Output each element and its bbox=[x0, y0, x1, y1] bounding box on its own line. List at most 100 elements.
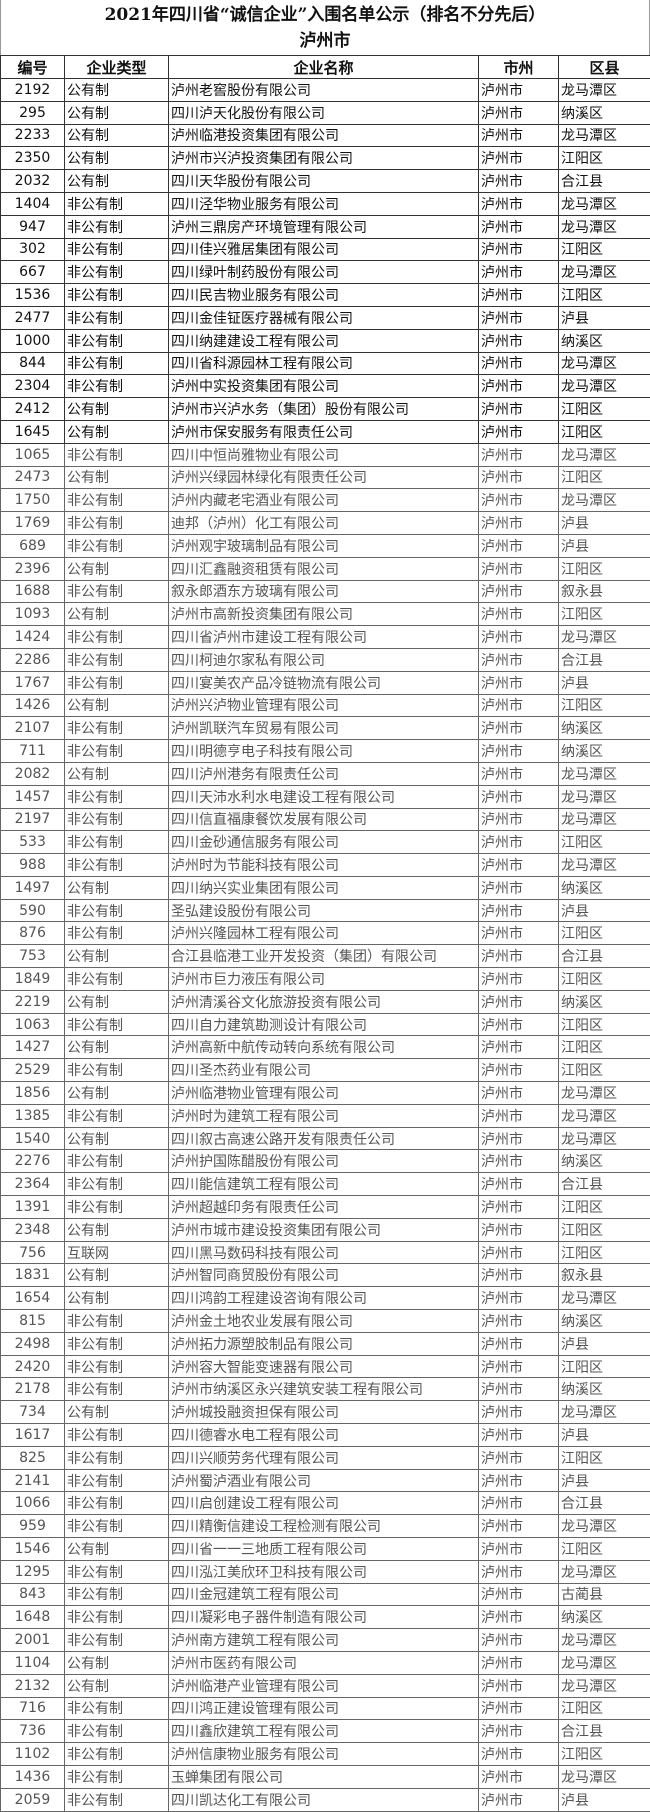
cell-name: 泸州观宇玻璃制品有限公司 bbox=[168, 533, 479, 558]
cell-district: 江阳区 bbox=[558, 602, 650, 627]
table-row: 876 非公有制 泸州兴隆园林工程有限公司 泸州市 江阳区 bbox=[0, 921, 650, 946]
cell-city: 泸州市 bbox=[478, 397, 559, 421]
cell-city: 泸州市 bbox=[478, 1673, 559, 1698]
cell-id: 1831 bbox=[0, 1263, 65, 1288]
page-title: 2021年四川省“诚信企业”入围名单公示（排名不分先后） 泸州市 bbox=[0, 0, 650, 55]
cell-name: 四川纳建建设工程有限公司 bbox=[168, 328, 479, 353]
cell-city: 泸州市 bbox=[478, 647, 559, 672]
cell-district: 纳溪区 bbox=[558, 875, 650, 900]
cell-type: 非公有制 bbox=[64, 670, 169, 695]
cell-district: 龙马潭区 bbox=[558, 442, 650, 467]
cell-name: 四川宴美农产品冷链物流有限公司 bbox=[168, 670, 479, 695]
cell-type: 公有制 bbox=[64, 761, 169, 786]
cell-district: 江阳区 bbox=[558, 419, 650, 444]
table-row: 756 互联网 四川黑马数码科技有限公司 泸州市 江阳区 bbox=[0, 1240, 650, 1265]
table-row: 1457 非公有制 四川天沛水利水电建设工程有限公司 泸州市 龙马潭区 bbox=[0, 784, 650, 809]
cell-city: 泸州市 bbox=[478, 1787, 559, 1812]
cell-id: 1295 bbox=[0, 1559, 65, 1584]
cell-district: 龙马潭区 bbox=[558, 214, 650, 239]
cell-id: 2132 bbox=[0, 1673, 65, 1698]
table-row: 2192 公有制 泸州老窖股份有限公司 泸州市 龙马潭区 bbox=[0, 78, 650, 102]
cell-id: 667 bbox=[0, 260, 65, 285]
cell-type: 非公有制 bbox=[64, 1696, 169, 1721]
cell-name: 泸州市城市建设投资集团有限公司 bbox=[168, 1217, 479, 1242]
cell-district: 龙马潭区 bbox=[558, 1559, 650, 1584]
cell-city: 泸州市 bbox=[478, 237, 559, 262]
table-row: 2001 非公有制 泸州南方建筑工程有限公司 泸州市 龙马潭区 bbox=[0, 1628, 650, 1652]
cell-type: 公有制 bbox=[64, 1286, 169, 1311]
cell-name: 泸州市高新投资集团有限公司 bbox=[168, 602, 479, 627]
cell-name: 泸州市纳溪区永兴建筑安装工程有限公司 bbox=[168, 1377, 479, 1402]
cell-type: 公有制 bbox=[64, 1035, 169, 1060]
cell-type: 非公有制 bbox=[64, 1605, 169, 1630]
cell-id: 716 bbox=[0, 1696, 65, 1721]
cell-name: 四川泸天化股份有限公司 bbox=[168, 100, 479, 125]
cell-type: 非公有制 bbox=[64, 1559, 169, 1584]
cell-type: 公有制 bbox=[64, 465, 169, 490]
cell-type: 公有制 bbox=[64, 169, 169, 193]
cell-district: 江阳区 bbox=[558, 830, 650, 855]
cell-id: 734 bbox=[0, 1400, 65, 1425]
cell-name: 泸州市兴泸投资集团有限公司 bbox=[168, 146, 479, 171]
cell-district: 江阳区 bbox=[558, 921, 650, 946]
cell-district: 纳溪区 bbox=[558, 989, 650, 1014]
cell-district: 纳溪区 bbox=[558, 1309, 650, 1333]
table-row: 2233 公有制 泸州临港投资集团有限公司 泸州市 龙马潭区 bbox=[0, 123, 650, 148]
cell-district: 江阳区 bbox=[558, 556, 650, 581]
table-row: 1849 非公有制 泸州市巨力液压有限公司 泸州市 江阳区 bbox=[0, 967, 650, 991]
cell-type: 非公有制 bbox=[64, 830, 169, 855]
cell-city: 泸州市 bbox=[478, 511, 559, 535]
cell-name: 泸州临港物业管理有限公司 bbox=[168, 1081, 479, 1105]
table-row: 1391 非公有制 泸州超越印务有限责任公司 泸州市 江阳区 bbox=[0, 1195, 650, 1219]
cell-id: 1497 bbox=[0, 875, 65, 900]
table-row: 1066 非公有制 四川启创建设工程有限公司 泸州市 合江县 bbox=[0, 1491, 650, 1516]
cell-name: 泸州时为建筑工程有限公司 bbox=[168, 1103, 479, 1128]
cell-district: 龙马潭区 bbox=[558, 1514, 650, 1538]
cell-name: 泸州兴绿园林绿化有限责任公司 bbox=[168, 465, 479, 490]
table-row: 2286 非公有制 四川柯迪尔家私有限公司 泸州市 合江县 bbox=[0, 647, 650, 672]
cell-type: 公有制 bbox=[64, 78, 169, 102]
cell-id: 2197 bbox=[0, 807, 65, 832]
cell-district: 龙马潭区 bbox=[558, 784, 650, 809]
cell-id: 533 bbox=[0, 830, 65, 855]
cell-city: 泸州市 bbox=[478, 1103, 559, 1128]
header-name: 企业名称 bbox=[168, 55, 479, 79]
cell-city: 泸州市 bbox=[478, 670, 559, 695]
cell-type: 非公有制 bbox=[64, 1172, 169, 1197]
cell-type: 非公有制 bbox=[64, 1377, 169, 1402]
cell-name: 四川省一一三地质工程有限公司 bbox=[168, 1537, 479, 1561]
cell-type: 非公有制 bbox=[64, 1103, 169, 1128]
cell-district: 纳溪区 bbox=[558, 328, 650, 353]
cell-type: 非公有制 bbox=[64, 853, 169, 877]
cell-city: 泸州市 bbox=[478, 1445, 559, 1470]
cell-district: 龙马潭区 bbox=[558, 1400, 650, 1425]
cell-district: 龙马潭区 bbox=[558, 1673, 650, 1698]
cell-district: 龙马潭区 bbox=[558, 78, 650, 102]
table-row: 1617 非公有制 四川德睿水电工程有限公司 泸州市 泸县 bbox=[0, 1423, 650, 1447]
cell-type: 公有制 bbox=[64, 1537, 169, 1561]
cell-id: 1391 bbox=[0, 1195, 65, 1219]
cell-id: 2304 bbox=[0, 374, 65, 399]
cell-district: 江阳区 bbox=[558, 1354, 650, 1379]
cell-name: 四川鸿韵工程建设咨询有限公司 bbox=[168, 1286, 479, 1311]
cell-name: 合江县临港工业开发投资（集团）有限公司 bbox=[168, 944, 479, 969]
cell-district: 龙马潭区 bbox=[558, 374, 650, 399]
cell-district: 合江县 bbox=[558, 944, 650, 969]
cell-type: 非公有制 bbox=[64, 739, 169, 763]
cell-city: 泸州市 bbox=[478, 1081, 559, 1105]
cell-type: 非公有制 bbox=[64, 625, 169, 649]
cell-district: 龙马潭区 bbox=[558, 1764, 650, 1789]
cell-city: 泸州市 bbox=[478, 1354, 559, 1379]
cell-name: 四川天沛水利水电建设工程有限公司 bbox=[168, 784, 479, 809]
cell-city: 泸州市 bbox=[478, 625, 559, 649]
cell-district: 泸县 bbox=[558, 1468, 650, 1493]
cell-city: 泸州市 bbox=[478, 78, 559, 102]
table-row: 667 非公有制 四川绿叶制药股份有限公司 泸州市 龙马潭区 bbox=[0, 260, 650, 285]
cell-id: 590 bbox=[0, 898, 65, 923]
cell-city: 泸州市 bbox=[478, 1582, 559, 1607]
cell-name: 四川金佳钲医疗器械有限公司 bbox=[168, 305, 479, 330]
cell-id: 988 bbox=[0, 853, 65, 877]
header-type: 企业类型 bbox=[64, 55, 169, 79]
cell-type: 公有制 bbox=[64, 556, 169, 581]
cell-name: 叙永郎酒东方玻璃有限公司 bbox=[168, 579, 479, 604]
